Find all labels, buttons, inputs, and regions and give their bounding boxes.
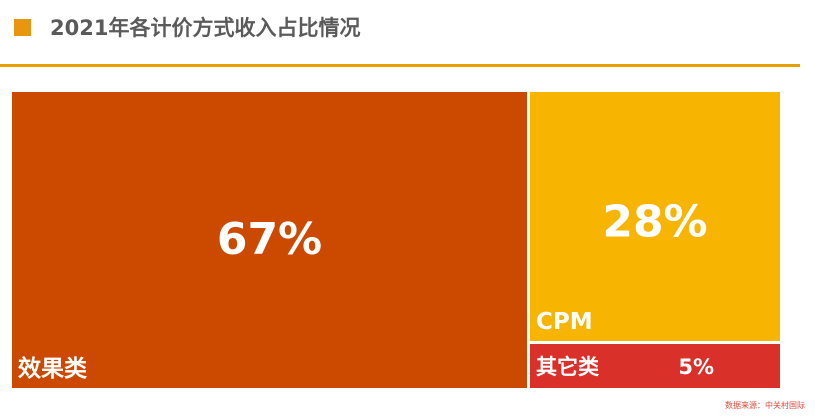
source-note: 数据来源：中关村国际 <box>725 401 805 410</box>
treemap-value-label-1: 67% <box>217 214 322 265</box>
treemap-name-label-2: CPM <box>536 309 593 335</box>
treemap-block-2 <box>530 92 780 341</box>
treemap-block-3 <box>530 344 780 388</box>
treemap-value-label-3: 5% <box>678 355 714 379</box>
chart-title: 2021年各计价方式收入占比情况 <box>50 16 361 40</box>
title-divider <box>0 64 800 67</box>
treemap-name-label-3: 其它类 <box>536 355 600 379</box>
title-marker <box>14 19 31 36</box>
treemap-value-label-2: 28% <box>602 196 707 247</box>
treemap-name-label-1: 效果类 <box>18 355 87 382</box>
treemap-block-1 <box>12 92 527 388</box>
